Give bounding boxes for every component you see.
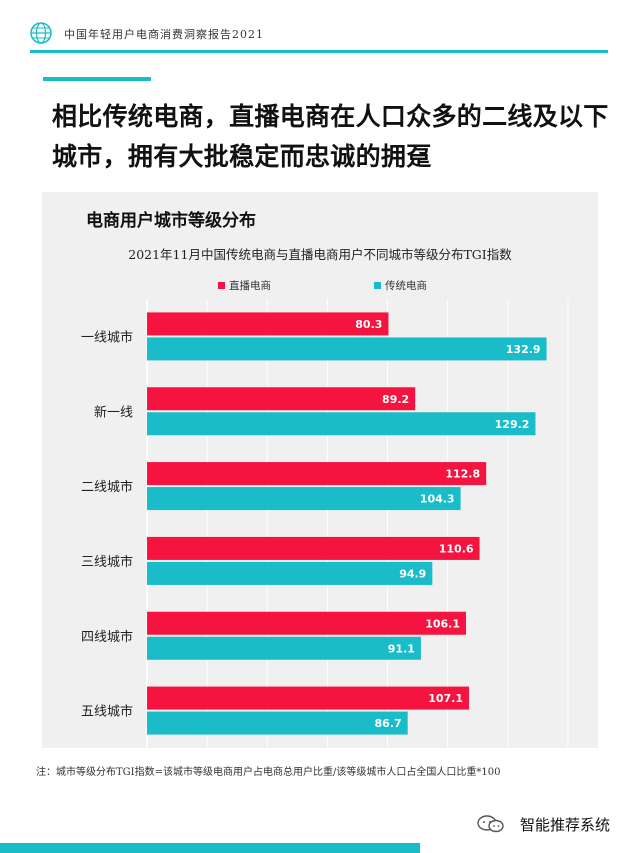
legend-item-live: 直播电商 <box>218 278 271 293</box>
footer-bar <box>0 843 420 853</box>
data-label: 110.6 <box>439 542 474 555</box>
panel-title: 电商用户城市等级分布 <box>86 211 256 231</box>
chart-legend: 直播电商 传统电商 <box>42 278 598 294</box>
page-headline: 相比传统电商，直播电商在人口众多的二线及以下城市，拥有大批稳定而忠诚的拥趸 <box>52 102 609 171</box>
bar-chart: 一线城市 80.3 132.9 新一线 89.2 129.2 二线城市 112.8 104.3 三… <box>81 299 569 748</box>
category-label: 新一线 <box>94 404 133 420</box>
chart-title: 2021年11月中国传统电商与直播电商用户不同城市等级分布TGI指数 <box>128 247 512 262</box>
data-label: 89.2 <box>382 393 409 406</box>
legend-item-traditional: 传统电商 <box>374 278 427 293</box>
bar <box>147 611 467 635</box>
bar <box>147 487 461 511</box>
bar <box>147 686 470 710</box>
bar <box>147 337 547 361</box>
data-label: 80.3 <box>355 318 382 331</box>
category-label: 一线城市 <box>81 329 133 345</box>
legend-swatch-live <box>218 282 225 289</box>
legend-label-traditional: 传统电商 <box>385 280 427 292</box>
bar <box>147 412 536 436</box>
data-label: 86.7 <box>375 717 402 730</box>
chart-panel: 电商用户城市等级分布 2021年11月中国传统电商与直播电商用户不同城市等级分布… <box>42 192 598 748</box>
bar <box>147 462 487 486</box>
headline-accent-rule <box>43 77 151 81</box>
data-label: 107.1 <box>428 692 463 705</box>
data-label: 91.1 <box>388 642 415 655</box>
category-label: 五线城市 <box>81 704 133 720</box>
bar <box>147 312 389 336</box>
bar <box>147 711 408 735</box>
category-label: 四线城市 <box>81 629 133 645</box>
legend-swatch-traditional <box>374 282 381 289</box>
bar <box>147 561 433 585</box>
category-label: 三线城市 <box>81 554 133 570</box>
data-label: 104.3 <box>420 493 455 506</box>
report-title: 中国年轻用户电商消费洞察报告2021 <box>64 28 264 41</box>
footnote: 注：城市等级分布TGI指数=该城市等级电商用户占电商总用户比重/该等级城市人口占… <box>36 767 501 778</box>
data-label: 112.8 <box>445 468 480 481</box>
wechat-icon <box>477 815 504 833</box>
data-label: 132.9 <box>506 343 541 356</box>
brand-name: 智能推荐系统 <box>520 816 611 834</box>
data-label: 106.1 <box>425 617 460 630</box>
category-label: 二线城市 <box>81 479 133 495</box>
report-header: 中国年轻用户电商消费洞察报告2021 <box>0 0 640 60</box>
bar <box>147 636 421 660</box>
data-label: 94.9 <box>399 567 426 580</box>
data-label: 129.2 <box>495 418 530 431</box>
bar <box>147 387 416 411</box>
legend-label-live: 直播电商 <box>229 280 271 292</box>
bar <box>147 536 480 560</box>
globe-icon <box>30 22 52 44</box>
header-divider <box>30 50 608 53</box>
